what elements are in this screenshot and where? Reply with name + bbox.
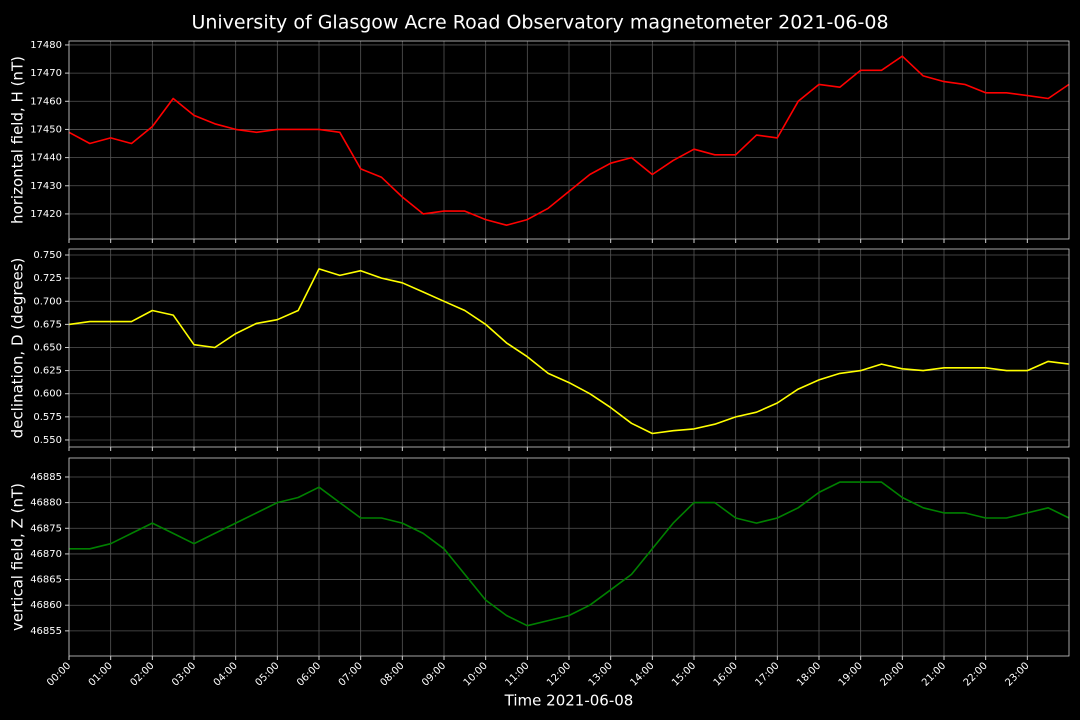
axes-frame xyxy=(68,248,1070,448)
y-tick-label: 0.750 xyxy=(33,250,62,261)
y-tick-label: 17480 xyxy=(30,40,62,51)
y-tick-label: 0.600 xyxy=(33,389,62,400)
x-tick-label: 21:00 xyxy=(920,660,948,688)
data-line xyxy=(68,268,1070,435)
y-tick-label: 17420 xyxy=(30,209,62,220)
y-tick-label: 0.650 xyxy=(33,342,62,353)
x-tick-label: 16:00 xyxy=(712,660,740,688)
y-tick-label: 17450 xyxy=(30,124,62,135)
x-tick-label: 14:00 xyxy=(628,660,656,688)
x-tick-label: 17:00 xyxy=(753,660,781,688)
data-line xyxy=(69,481,1070,627)
x-tick-label: 22:00 xyxy=(962,660,990,688)
y-tick-label: 0.725 xyxy=(33,273,62,284)
y-tick-label: 46880 xyxy=(30,498,62,509)
x-tick-label: 01:00 xyxy=(87,660,115,688)
axes-frame xyxy=(68,457,1070,657)
x-tick-label: 20:00 xyxy=(878,660,906,688)
x-tick-label: 04:00 xyxy=(212,660,240,688)
y-axis-label: horizontal field, H (nT) xyxy=(9,56,27,224)
y-tick-label: 17470 xyxy=(30,68,62,79)
x-axis-label: Time 2021-06-08 xyxy=(504,692,634,710)
x-tick-label: 11:00 xyxy=(503,660,531,688)
x-tick-label: 09:00 xyxy=(420,660,448,688)
y-tick-label: 46855 xyxy=(30,626,62,637)
y-tick-label: 0.550 xyxy=(33,435,62,446)
data-line xyxy=(68,55,1070,226)
y-tick-label: 17440 xyxy=(30,153,62,164)
y-tick-label: 46865 xyxy=(30,575,62,586)
x-tick-label: 12:00 xyxy=(545,660,573,688)
y-tick-label: 0.675 xyxy=(33,319,62,330)
x-tick-label: 00:00 xyxy=(45,660,73,688)
x-tick-label: 15:00 xyxy=(670,660,698,688)
y-tick-label: 46885 xyxy=(30,472,62,483)
y-tick-label: 0.700 xyxy=(33,296,62,307)
x-tick-label: 07:00 xyxy=(337,660,365,688)
x-tick-label: 03:00 xyxy=(170,660,198,688)
axes-frame xyxy=(68,40,1070,240)
x-tick-label: 08:00 xyxy=(378,660,406,688)
x-tick-label: 13:00 xyxy=(587,660,615,688)
x-tick-label: 18:00 xyxy=(795,660,823,688)
y-axis-label: vertical field, Z (nT) xyxy=(9,483,27,631)
x-tick-label: 05:00 xyxy=(253,660,281,688)
y-tick-label: 46860 xyxy=(30,600,62,611)
y-tick-label: 46875 xyxy=(30,523,62,534)
y-axis-label: declination, D (degrees) xyxy=(9,258,27,439)
x-tick-label: 23:00 xyxy=(1003,660,1031,688)
x-tick-label: 10:00 xyxy=(462,660,490,688)
x-tick-label: 02:00 xyxy=(128,660,156,688)
y-tick-label: 17460 xyxy=(30,96,62,107)
figure-title: University of Glasgow Acre Road Observat… xyxy=(191,12,888,34)
y-tick-label: 0.625 xyxy=(33,366,62,377)
y-tick-label: 17430 xyxy=(30,181,62,192)
y-tick-label: 46870 xyxy=(30,549,62,560)
x-tick-label: 19:00 xyxy=(837,660,865,688)
y-tick-label: 0.575 xyxy=(33,412,62,423)
x-tick-label: 06:00 xyxy=(295,660,323,688)
